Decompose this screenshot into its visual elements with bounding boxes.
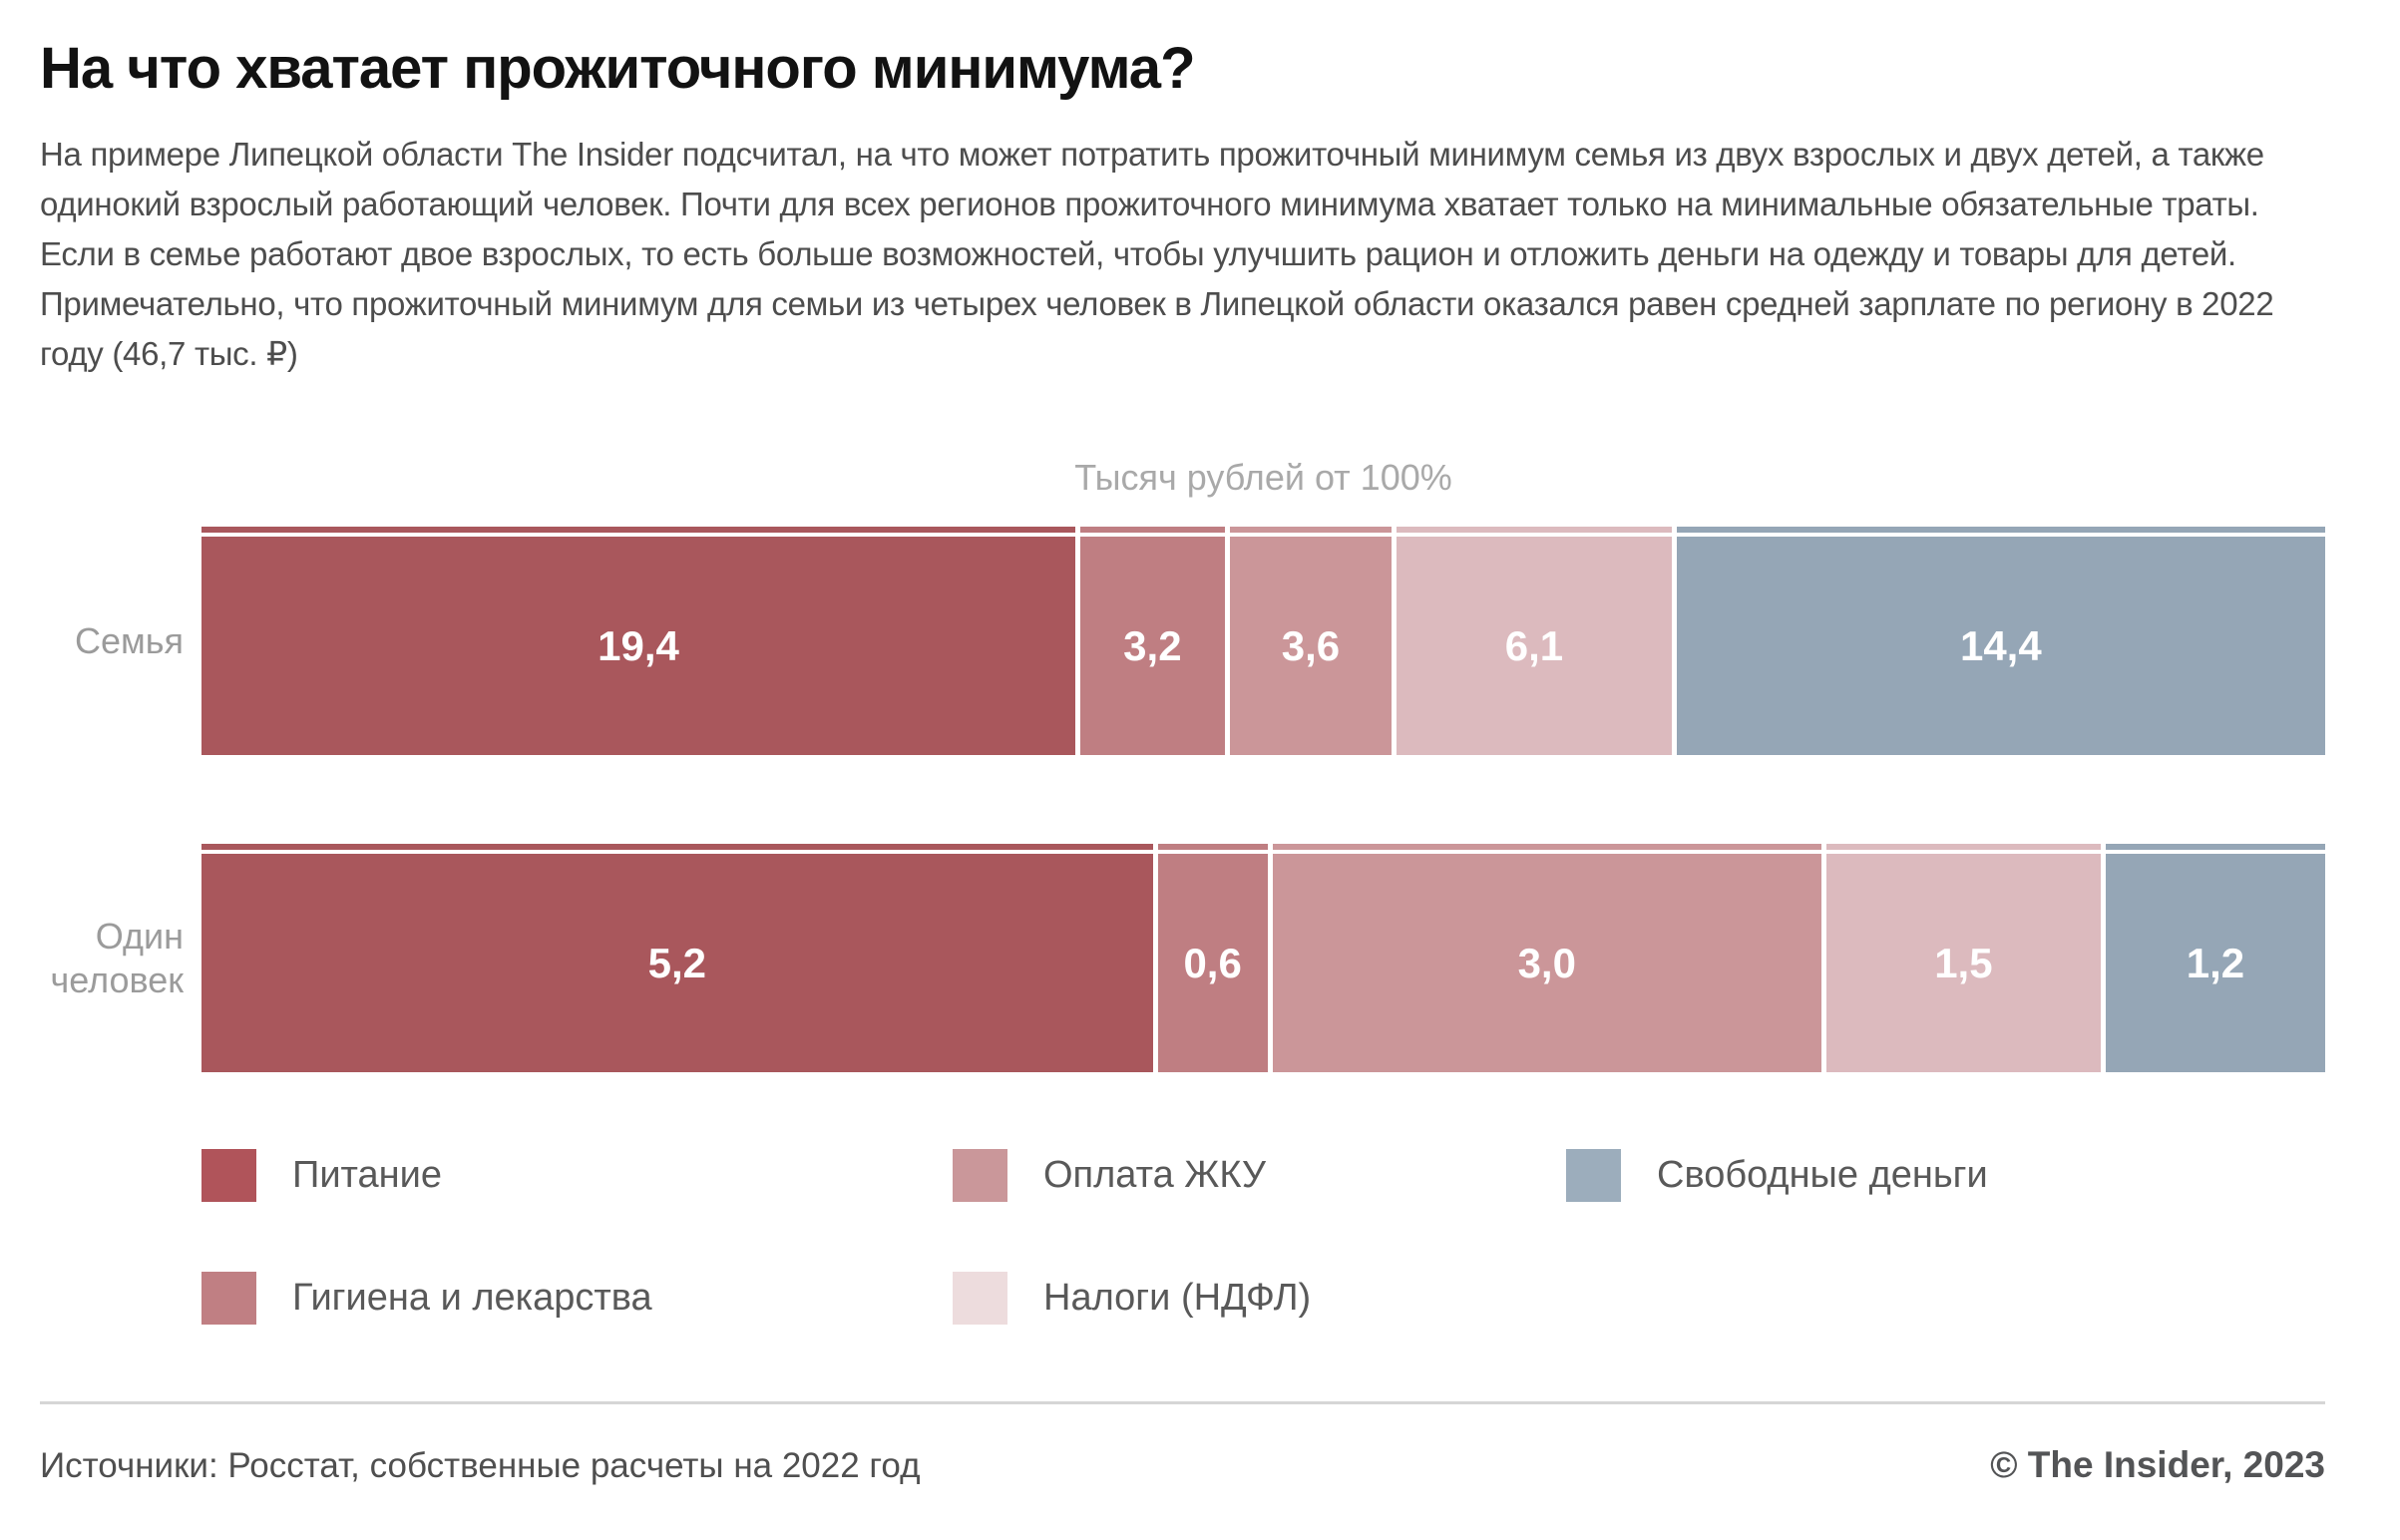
segment-fill: 14,4 [1676,537,2325,755]
segment-fill: 0,6 [1157,854,1268,1072]
segment-fill: 5,2 [201,854,1153,1072]
bar-segment-taxes: 6,1 [1397,527,1672,755]
value-label: 6,1 [1504,621,1564,669]
stacked-bar: 5,2 0,6 3,0 1,5 1,2 [201,844,2325,1072]
chart-row: Семья 19,4 3,2 3,6 6,1 14,4 [40,527,2325,755]
legend-label: Оплата ЖКУ [1043,1154,1267,1196]
page-title: На что хватает прожиточного минимума? [40,36,1196,101]
legend-item-free-money: Свободные деньги [1566,1149,2325,1202]
category-label: Один человек [50,915,184,1000]
segment-fill: 1,5 [1825,854,2101,1072]
segment-fill: 3,0 [1272,854,1821,1072]
legend: Питание Оплата ЖКУ Свободные деньги Гигиена… [201,1149,2325,1325]
value-label: 3,6 [1281,621,1341,669]
value-label: 3,0 [1517,939,1576,986]
bar-segment-hygiene: 0,6 [1157,844,1268,1072]
legend-item-utilities: Оплата ЖКУ [953,1149,1566,1202]
segment-fill: 3,2 [1080,537,1225,755]
legend-label: Гигиена и лекарства [292,1277,652,1319]
bar-segment-utilities: 3,6 [1229,527,1393,755]
value-label: 19,4 [598,621,679,669]
value-label: 1,2 [2186,939,2245,986]
segment-fill: 19,4 [201,537,1076,755]
segment-fill: 1,2 [2105,854,2325,1072]
legend-swatch-utilities [953,1149,1007,1202]
value-label: 1,5 [1934,939,1993,986]
bar-segment-food: 5,2 [201,844,1153,1072]
segment-top-strip [1229,527,1393,533]
value-label: 3,2 [1123,621,1182,669]
chart-row: Один человек 5,2 0,6 3,0 1,5 1,2 [40,844,2325,1072]
stacked-bar-chart: Семья 19,4 3,2 3,6 6,1 14,4 Один человек 5,2 0,6… [40,527,2325,1072]
chart-rows: Семья 19,4 3,2 3,6 6,1 14,4 Один человек 5,2 0,6… [40,527,2325,1072]
legend-swatch-free-money [1566,1149,1621,1202]
segment-top-strip [201,527,1076,533]
chart-description: На примере Липецкой области The Insider … [40,136,2274,372]
value-label: 5,2 [647,939,707,986]
segment-top-strip [1397,527,1672,533]
legend-label: Свободные деньги [1657,1154,1988,1196]
bar-segment-food: 19,4 [201,527,1076,755]
segment-top-strip [1272,844,1821,850]
legend-item-taxes: Налоги (НДФЛ) [953,1272,1566,1325]
value-label: 14,4 [1959,621,2042,669]
bar-segment-free-money: 14,4 [1676,527,2325,755]
footer: Источники: Росстат, собственные расчеты … [40,1444,2325,1486]
legend-label: Налоги (НДФЛ) [1043,1277,1312,1319]
segment-top-strip [1080,527,1225,533]
segment-fill: 3,6 [1229,537,1393,755]
bar-segment-free-money: 1,2 [2105,844,2325,1072]
bar-segment-utilities: 3,0 [1272,844,1821,1072]
segment-top-strip [201,844,1153,850]
sources-note: Источники: Росстат, собственные расчеты … [40,1446,921,1485]
legend-swatch-taxes [953,1272,1007,1325]
segment-top-strip [1676,527,2325,533]
legend-item-food: Питание [201,1149,953,1202]
legend-item-hygiene: Гигиена и лекарства [201,1272,953,1325]
axis-note: Тысяч рублей от 100% [1074,457,1452,498]
copyright: © The Insider, 2023 [1990,1444,2325,1485]
stacked-bar: 19,4 3,2 3,6 6,1 14,4 [201,527,2325,755]
legend-swatch-food [201,1149,256,1202]
legend-swatch-hygiene [201,1272,256,1325]
legend-label: Питание [292,1154,442,1196]
segment-top-strip [2105,844,2325,850]
segment-top-strip [1157,844,1268,850]
segment-fill: 6,1 [1397,537,1672,755]
category-label: Семья [74,619,184,661]
footer-divider [40,1401,2325,1404]
segment-top-strip [1825,844,2101,850]
value-label: 0,6 [1183,939,1242,986]
bar-segment-taxes: 1,5 [1825,844,2101,1072]
bar-segment-hygiene: 3,2 [1080,527,1225,755]
